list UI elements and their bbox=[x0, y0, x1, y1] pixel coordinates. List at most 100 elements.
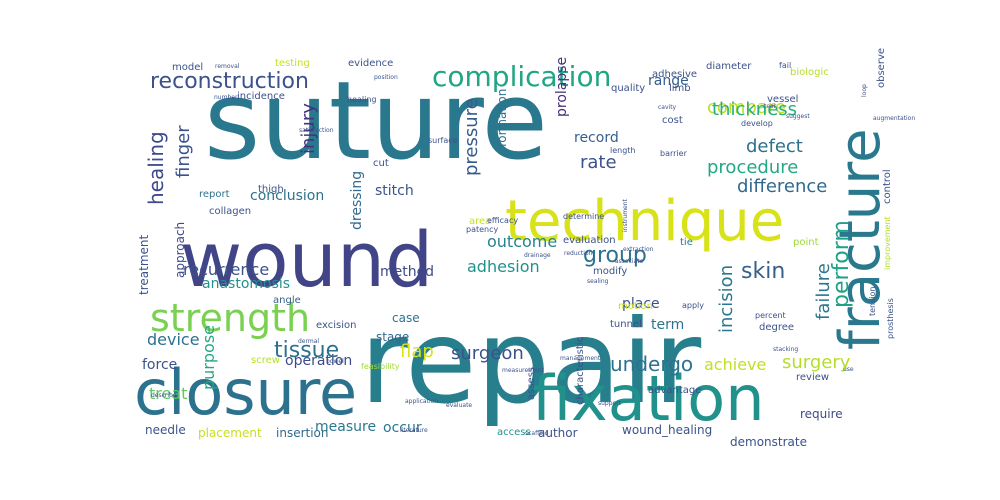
word-incidence: incidence bbox=[237, 91, 285, 102]
word-fracture: fracture bbox=[828, 128, 893, 350]
word-biologic: biologic bbox=[790, 67, 829, 78]
word-satisfaction: satisfaction bbox=[299, 127, 334, 134]
word-achieve: achieve bbox=[704, 355, 766, 374]
word-scaffold: scaffold bbox=[525, 430, 549, 437]
word-describe: describe bbox=[151, 392, 177, 399]
word-record: record bbox=[574, 130, 619, 146]
word-device: device bbox=[147, 330, 200, 349]
word-instrument: instrument bbox=[622, 198, 629, 232]
word-observe: observe bbox=[876, 48, 887, 88]
word-flap: flap bbox=[400, 341, 434, 362]
word-prolapse: prolapse bbox=[554, 57, 570, 117]
word-compare: compare bbox=[707, 97, 786, 118]
word-treat: treat bbox=[149, 384, 187, 403]
word-method: method bbox=[380, 264, 434, 280]
word-suggest: suggest bbox=[786, 113, 810, 120]
word-author: author bbox=[538, 426, 578, 440]
word-screw: screw bbox=[251, 355, 280, 366]
word-position: position bbox=[374, 74, 398, 81]
word-percent: percent bbox=[755, 311, 786, 320]
word-assess: assess bbox=[526, 367, 537, 400]
word-evidence: evidence bbox=[348, 58, 393, 69]
word-stacking: stacking bbox=[773, 346, 798, 353]
word-failure: failure bbox=[813, 263, 834, 320]
word-review: review bbox=[796, 372, 829, 383]
word-removal: removal bbox=[215, 63, 240, 70]
word-wound-healing: wound_healing bbox=[622, 423, 712, 437]
word-finger: finger bbox=[173, 125, 194, 178]
word-formation: formation bbox=[495, 89, 509, 147]
word-model: model bbox=[172, 62, 203, 73]
word-approach: approach bbox=[173, 222, 187, 278]
word-management: management bbox=[560, 355, 601, 362]
word-difference: difference bbox=[737, 176, 827, 197]
word-limb: limb bbox=[669, 83, 691, 94]
word-term: term bbox=[651, 317, 684, 333]
word-cut: cut bbox=[373, 158, 389, 169]
word-literature: literature bbox=[400, 427, 428, 434]
word-group: group bbox=[583, 243, 647, 268]
word-length: length bbox=[610, 146, 636, 155]
word-feasibility: feasibility bbox=[361, 362, 400, 371]
word-point: point bbox=[793, 237, 819, 248]
word-excision: excision bbox=[316, 320, 356, 331]
word-prosthesis: prosthesis bbox=[886, 298, 895, 339]
word-measurement: measurement bbox=[502, 367, 545, 374]
word-collagen: collagen bbox=[209, 206, 251, 217]
word-conclusion: conclusion bbox=[250, 188, 324, 204]
word-extraction: extraction bbox=[623, 246, 654, 253]
word-tear: tear bbox=[764, 103, 777, 110]
word-advantage: advantage bbox=[648, 385, 701, 396]
word-dressing: dressing bbox=[349, 171, 365, 230]
word-improvement: improvement bbox=[883, 216, 892, 270]
word-loop: loop bbox=[861, 84, 868, 97]
word-pressure: pressure bbox=[461, 98, 482, 176]
word-dermal: dermal bbox=[298, 338, 319, 345]
word-application: application bbox=[405, 398, 438, 405]
word-adhesive: adhesive bbox=[652, 69, 697, 80]
word-operation: operation bbox=[285, 353, 352, 369]
word-cost: cost bbox=[662, 115, 683, 126]
word-degree: degree bbox=[759, 322, 794, 333]
word-procedure: procedure bbox=[707, 157, 798, 178]
word-evaluation: evaluation bbox=[563, 235, 616, 246]
word-technique: technique bbox=[505, 189, 784, 254]
word-tissue: tissue bbox=[274, 338, 339, 363]
word-testing: testing bbox=[275, 58, 310, 69]
word-determine: determine bbox=[563, 212, 604, 221]
word-treatment: treatment bbox=[137, 235, 151, 295]
word-surface: surface bbox=[428, 136, 458, 145]
word-quality: quality bbox=[611, 83, 645, 94]
word-barrier: barrier bbox=[660, 149, 688, 158]
word-patency: patency bbox=[466, 225, 499, 234]
word-repair: repair bbox=[360, 295, 701, 430]
word-suture: suture bbox=[204, 59, 548, 184]
word-healing: healing bbox=[347, 95, 377, 104]
word-placement: placement bbox=[198, 426, 262, 440]
word-range: range bbox=[648, 73, 689, 89]
word-adhesion: adhesion bbox=[467, 257, 540, 276]
word-tension: tension bbox=[868, 287, 877, 316]
word-fail: fail bbox=[779, 61, 791, 70]
word-control: control bbox=[882, 169, 893, 204]
word-recurrence: recurrence bbox=[183, 260, 269, 279]
word-stitch: stitch bbox=[375, 183, 414, 199]
word-skin: skin bbox=[741, 259, 785, 284]
word-evaluate: evaluate bbox=[446, 402, 472, 409]
word-perform: perform bbox=[829, 220, 854, 308]
word-case: case bbox=[392, 311, 420, 325]
word-wound: wound bbox=[180, 215, 433, 304]
word-bowel: bowel bbox=[326, 358, 344, 365]
word-develop: develop bbox=[741, 119, 773, 128]
word-tie: tie bbox=[680, 237, 693, 248]
word-augmentation: augmentation bbox=[873, 115, 915, 122]
word-closure: closure bbox=[134, 356, 357, 429]
word-apply: apply bbox=[682, 301, 704, 310]
word-thigh: thigh bbox=[258, 184, 284, 195]
word-occur: occur bbox=[383, 420, 422, 436]
word-complication: complication bbox=[432, 60, 611, 93]
word-drainage: drainage bbox=[524, 252, 551, 259]
word-motion: motion bbox=[618, 301, 653, 312]
word-thickness: thickness bbox=[712, 99, 797, 120]
